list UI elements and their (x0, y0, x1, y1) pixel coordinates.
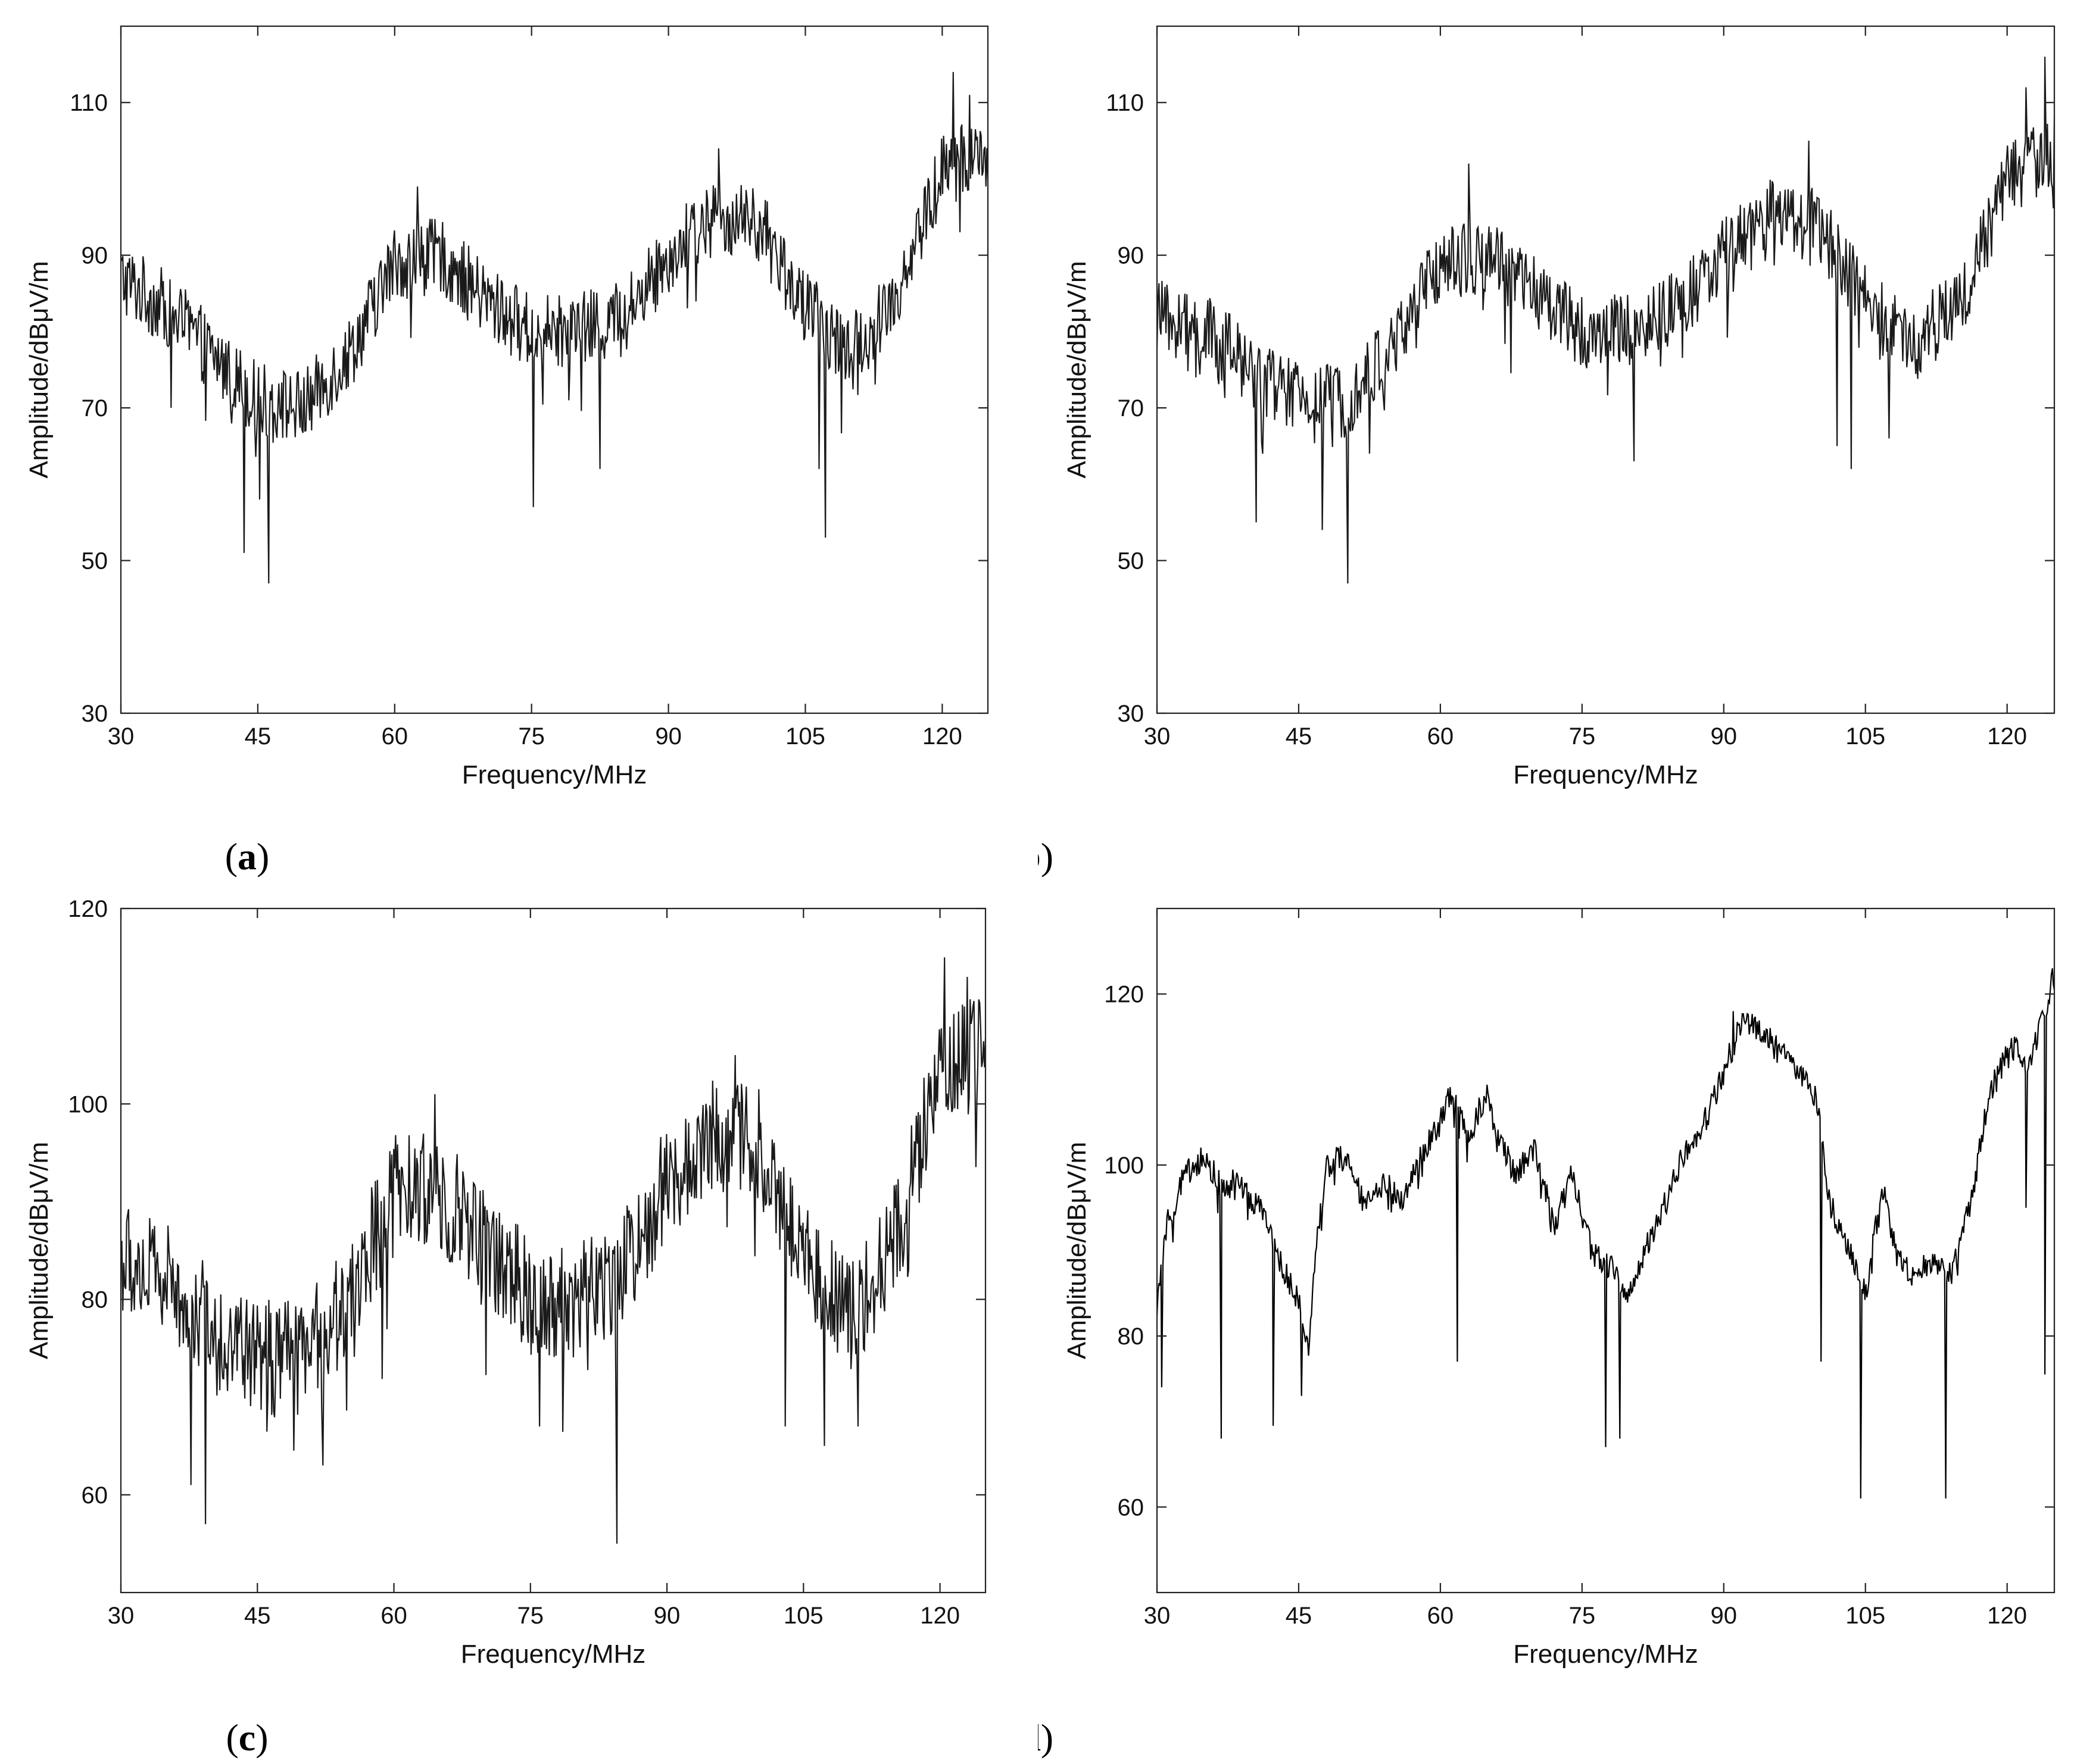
y-tick-label-d-3: 120 (1104, 982, 1144, 1008)
caption-c: (c) (226, 1716, 268, 1759)
plot-frame-c (120, 907, 987, 1594)
x-tick-label-b-6: 120 (1987, 723, 2027, 750)
x-tick-label-d-5: 105 (1845, 1603, 1885, 1629)
chart-panel-a: 30 45 60 75 90 105 120 30 50 70 90 110 Frequency/MHz… (24, 25, 989, 878)
x-tick-label-d-4: 90 (1711, 1603, 1738, 1629)
x-tick-label-c-2: 60 (381, 1603, 407, 1629)
y-tick-label-a-2: 70 (82, 395, 108, 422)
x-tick-label-b-1: 45 (1286, 723, 1312, 750)
y-axis-label-b: Amplitude/dBμV/m (1062, 261, 1091, 478)
series-line-c (121, 957, 985, 1544)
x-tick-label-b-2: 60 (1427, 723, 1454, 750)
x-axis-label-d: Frequency/MHz (1513, 1640, 1698, 1669)
y-tick-label-b-3: 90 (1118, 243, 1144, 269)
y-tick-label-a-3: 90 (82, 243, 108, 269)
caption-d: (d) (1038, 1716, 1053, 1759)
y-axis-label-d: Amplitude/dBμV/m (1062, 1142, 1091, 1359)
y-tick-label-b-2: 70 (1118, 395, 1144, 422)
x-tick-label-a-1: 45 (245, 723, 272, 750)
y-tick-label-b-0: 30 (1118, 701, 1144, 727)
x-tick-label-c-5: 105 (784, 1603, 824, 1629)
x-tick-label-c-0: 30 (108, 1603, 135, 1629)
y-tick-label-b-1: 50 (1118, 548, 1144, 575)
x-axis-label-b: Frequency/MHz (1513, 760, 1698, 789)
x-tick-label-a-2: 60 (382, 723, 408, 750)
series-line-b (1157, 57, 2054, 584)
y-tick-label-d-1: 80 (1118, 1323, 1144, 1350)
x-tick-label-c-6: 120 (920, 1603, 960, 1629)
y-tick-label-c-0: 60 (82, 1482, 108, 1509)
series-line-a (121, 71, 988, 584)
x-tick-label-d-6: 120 (1987, 1603, 2027, 1629)
x-tick-label-b-0: 30 (1144, 723, 1171, 750)
x-tick-label-a-0: 30 (108, 723, 135, 750)
y-tick-label-c-2: 100 (68, 1091, 108, 1117)
chart-panel-b: 30 45 60 75 90 105 120 30 50 70 90 110 Frequency/MHz… (1038, 25, 2056, 878)
y-tick-label-c-1: 80 (82, 1287, 108, 1313)
plot-frame-b (1156, 25, 2056, 714)
x-tick-label-d-2: 60 (1427, 1603, 1454, 1629)
chart-panel-d: 30 45 60 75 90 105 120 60 80 100 120 Frequency/MHz A… (1038, 907, 2056, 1759)
x-tick-label-c-3: 75 (517, 1603, 544, 1629)
y-tick-label-d-0: 60 (1118, 1494, 1144, 1521)
x-tick-label-c-1: 45 (244, 1603, 271, 1629)
x-tick-label-d-3: 75 (1569, 1603, 1596, 1629)
caption-a: (a) (225, 835, 270, 878)
x-tick-label-a-6: 120 (922, 723, 962, 750)
y-axis-label-a: Amplitude/dBμV/m (24, 261, 54, 478)
y-tick-label-b-4: 110 (1106, 90, 1144, 116)
series-line-d (1157, 968, 2054, 1499)
y-tick-label-a-0: 30 (82, 701, 108, 727)
y-tick-label-a-1: 50 (82, 548, 108, 575)
x-tick-label-b-3: 75 (1569, 723, 1596, 750)
chart-panel-c: 30 45 60 75 90 105 120 60 80 100 120 Frequency/MHz A… (24, 896, 987, 1759)
plot-frame-d (1156, 907, 2056, 1594)
x-tick-label-b-4: 90 (1711, 723, 1738, 750)
x-axis-label-a: Frequency/MHz (462, 760, 647, 789)
x-tick-label-a-3: 75 (518, 723, 545, 750)
x-tick-label-c-4: 90 (654, 1603, 681, 1629)
y-axis-label-c: Amplitude/dBμV/m (24, 1142, 54, 1359)
y-tick-label-d-2: 100 (1104, 1153, 1144, 1179)
plot-frame-a (120, 25, 989, 714)
x-tick-label-d-0: 30 (1144, 1603, 1171, 1629)
y-tick-label-c-3: 120 (68, 896, 108, 922)
x-tick-label-a-5: 105 (785, 723, 825, 750)
x-axis-label-c: Frequency/MHz (461, 1640, 646, 1669)
caption-b: (b) (1038, 835, 1053, 878)
x-tick-label-a-4: 90 (655, 723, 682, 750)
x-tick-label-d-1: 45 (1286, 1603, 1312, 1629)
y-tick-label-a-4: 110 (70, 90, 108, 116)
x-tick-label-b-5: 105 (1845, 723, 1885, 750)
